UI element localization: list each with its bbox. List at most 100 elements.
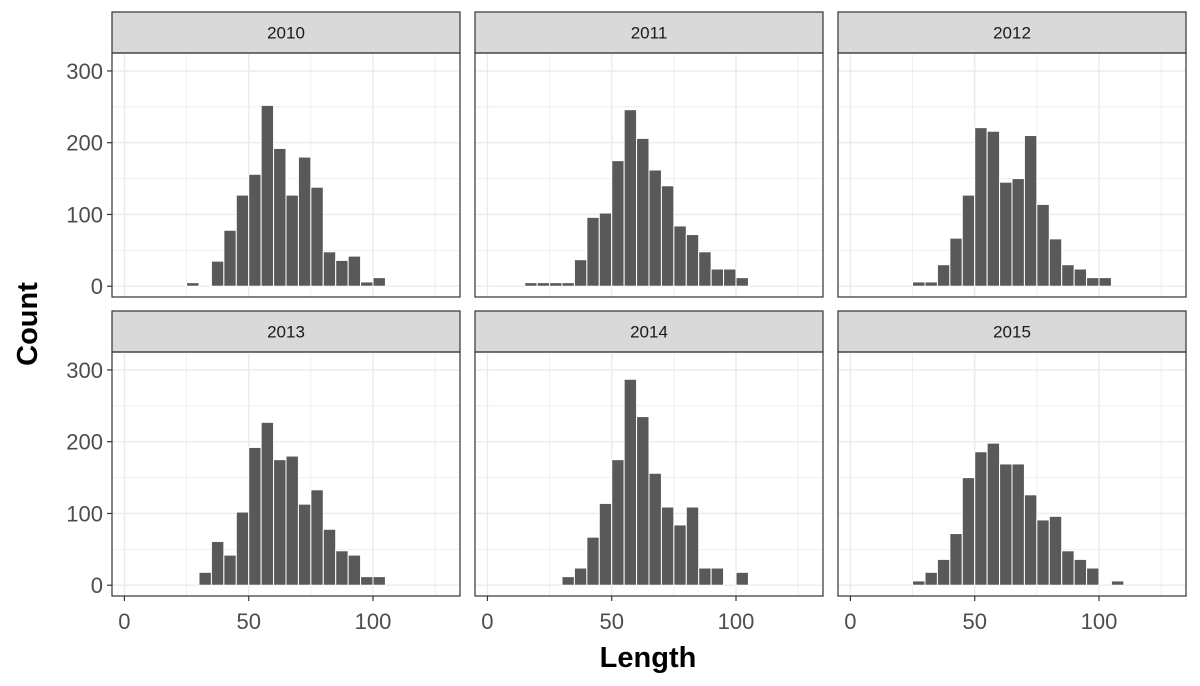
y-tick-label: 0: [91, 573, 103, 598]
histogram-bar: [335, 259, 349, 287]
x-tick-label: 50: [236, 609, 260, 634]
histogram-bar: [735, 571, 749, 586]
histogram-bar: [297, 503, 312, 586]
facet-strip-label: 2014: [630, 323, 668, 342]
histogram-bar: [936, 264, 951, 287]
histogram-bar: [248, 173, 262, 287]
histogram-bar: [660, 506, 675, 586]
histogram-bar: [1061, 550, 1075, 586]
histogram-bar: [636, 137, 650, 287]
histogram-bar: [611, 160, 625, 287]
facet-panel-2011: 2011: [474, 11, 824, 298]
histogram-bar: [1073, 268, 1088, 287]
y-tick-label: 200: [66, 131, 103, 156]
histogram-bar: [186, 282, 200, 287]
panel-border: [474, 351, 824, 597]
histogram-bar: [710, 268, 725, 287]
histogram-bar: [1098, 277, 1112, 287]
histogram-bar: [974, 451, 988, 586]
histogram-bar: [949, 237, 963, 287]
histogram-bar: [710, 567, 725, 586]
facet-panels: 2010 0 100 200 300 2011 2012 2013 0 100 200 300 0 50 1…: [66, 11, 1187, 634]
histogram-bar: [297, 156, 312, 287]
histogram-bar: [372, 576, 386, 586]
histogram-bar: [623, 109, 638, 287]
x-tick-label: 0: [118, 609, 130, 634]
y-tick-label: 300: [66, 358, 103, 383]
histogram-bar: [673, 524, 687, 586]
histogram-bar: [536, 282, 551, 287]
histogram-bar: [623, 378, 638, 586]
histogram-bar: [310, 186, 324, 287]
histogram-bar: [936, 558, 951, 586]
facet-strip: [111, 310, 461, 353]
histogram-bar: [322, 528, 337, 586]
histogram-bar: [1023, 135, 1038, 287]
histogram-bar: [1086, 567, 1100, 586]
histogram-bar: [360, 576, 374, 586]
facet-strip-label: 2013: [267, 323, 305, 342]
x-tick-label: 0: [844, 609, 856, 634]
y-tick-label: 100: [66, 202, 103, 227]
histogram-bar: [1110, 580, 1125, 586]
histogram-bar: [1011, 178, 1025, 287]
y-tick-label: 100: [66, 501, 103, 526]
x-tick-label: 100: [718, 609, 755, 634]
histogram-bar: [1036, 519, 1050, 586]
histogram-bar: [999, 463, 1013, 586]
histogram-bar: [611, 459, 625, 586]
histogram-bar: [1011, 463, 1025, 586]
panel-border: [111, 351, 461, 597]
histogram-bar: [949, 533, 963, 586]
facet-strip-label: 2012: [993, 24, 1031, 43]
histogram-bar: [999, 181, 1013, 287]
facet-strip-label: 2010: [267, 24, 305, 43]
facet-panel-2014: 2014 0 50 100: [474, 310, 824, 634]
histogram-bar: [549, 282, 563, 287]
facet-strip: [474, 11, 824, 54]
y-tick-label: 300: [66, 59, 103, 84]
histogram-bar: [1086, 277, 1100, 287]
histogram-bar: [198, 571, 212, 586]
histogram-bar: [347, 554, 362, 586]
histogram-bar: [961, 477, 976, 586]
panel-border: [837, 351, 1187, 597]
histogram-bar: [586, 216, 600, 287]
histogram-bar: [986, 130, 1001, 287]
histogram-bar: [685, 506, 700, 586]
facet-strip-label: 2015: [993, 323, 1031, 342]
histogram-bar: [924, 571, 938, 586]
y-tick-label: 0: [91, 274, 103, 299]
histogram-bar: [310, 489, 324, 586]
histogram-bar: [1073, 558, 1088, 586]
x-tick-label: 100: [355, 609, 392, 634]
histogram-bar: [1048, 238, 1063, 287]
histogram-bar: [235, 511, 250, 586]
histogram-bar: [961, 194, 976, 287]
x-tick-label: 50: [599, 609, 623, 634]
histogram-bar: [335, 550, 349, 586]
histogram-bar: [210, 260, 225, 287]
histogram-bar: [372, 277, 386, 287]
x-tick-label: 50: [962, 609, 986, 634]
facet-panel-2013: 2013 0 100 200 300 0 50 100: [66, 310, 461, 634]
histogram-bar: [561, 282, 575, 287]
histogram-bar: [235, 194, 250, 287]
histogram-bar: [1023, 494, 1038, 586]
histogram-bar: [210, 540, 225, 586]
histogram-bar: [912, 580, 926, 586]
histogram-bar: [561, 576, 575, 586]
panel-border: [837, 52, 1187, 298]
panel-border: [111, 52, 461, 298]
histogram-bar: [598, 502, 613, 586]
histogram-bar: [912, 281, 926, 287]
panel-border: [474, 52, 824, 298]
histogram-bar: [273, 459, 287, 586]
histogram-bar: [974, 127, 988, 287]
histogram-bar: [260, 104, 275, 287]
histogram-bar: [347, 255, 362, 287]
histogram-bar: [322, 251, 337, 287]
facet-strip: [111, 11, 461, 54]
histogram-bar: [698, 251, 712, 287]
